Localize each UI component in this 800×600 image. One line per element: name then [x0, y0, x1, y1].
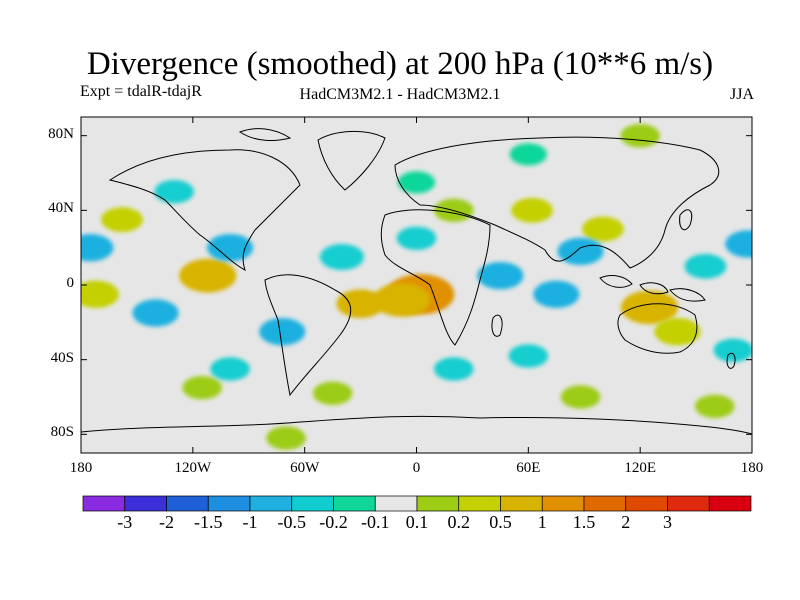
page-title: Divergence (smoothed) at 200 hPa (10**6 …: [86, 46, 714, 82]
colorbar-swatch: [333, 495, 376, 512]
colorbar-swatch: [166, 495, 209, 512]
experiment-label: Expt = tdalR-tdajR: [80, 83, 202, 100]
y-axis-ticks: [81, 135, 752, 435]
field-blob: [620, 290, 679, 325]
x-tick-label: 120W: [174, 460, 212, 476]
colorbar-swatch: [583, 495, 627, 512]
field-blob: [560, 385, 601, 409]
field-blob: [207, 233, 254, 262]
colorbar-swatch: [541, 495, 585, 512]
colorbar: [82, 495, 752, 512]
field-blob: [620, 123, 660, 148]
colorbar-label: 0.5: [489, 512, 512, 532]
field-blob: [312, 381, 353, 405]
colorbar-label: 3: [663, 512, 672, 532]
field-blob: [179, 258, 237, 293]
colorbar-swatch: [625, 495, 668, 512]
x-tick-label: 120E: [624, 460, 656, 476]
colorbar-swatch: [667, 495, 710, 512]
colorbar-label: 2: [621, 512, 631, 532]
field-blob: [725, 230, 752, 258]
field-blob: [511, 197, 553, 223]
colorbar-swatch: [708, 495, 752, 512]
colorbar-swatch: [416, 495, 460, 512]
field-blob: [396, 226, 437, 251]
x-tick-label: 0: [412, 460, 421, 476]
field-blob: [132, 299, 179, 327]
field-blob: [372, 283, 431, 317]
field-blob: [694, 394, 735, 419]
colorbar-swatch: [458, 495, 501, 512]
field-blob: [557, 237, 604, 266]
colorbar-label: 0.1: [405, 512, 429, 532]
colorbar-swatch: [374, 495, 418, 512]
y-tick-label: 40S: [50, 349, 74, 366]
colorbar-label: -0.5: [277, 512, 307, 532]
colorbar-swatch: [82, 495, 126, 512]
field-blob: [533, 280, 580, 309]
colorbar-label: 1: [537, 512, 547, 532]
field-blob: [319, 244, 364, 270]
x-tick-label: 60E: [516, 460, 541, 476]
x-tick-label: 60W: [290, 460, 320, 476]
y-tick-label: 80N: [48, 125, 74, 142]
field-blob: [81, 280, 120, 309]
field-blob: [477, 261, 524, 290]
field-blob: [397, 171, 436, 194]
field-blob: [433, 357, 474, 381]
field-blob: [713, 338, 752, 363]
field-blob: [654, 317, 701, 346]
field-blob: [182, 375, 222, 400]
field-blob: [259, 317, 306, 346]
colorbar-label: -1.5: [194, 512, 223, 532]
field-blob: [266, 426, 306, 450]
field-blob: [509, 143, 548, 166]
coastlines: [81, 128, 752, 435]
field-blob: [684, 253, 727, 279]
model-label: HadCM3M2.1 - HadCM3M2.1: [299, 86, 501, 103]
colorbar-swatch: [500, 495, 543, 512]
field-blob: [101, 207, 143, 233]
y-tick-label: 80S: [50, 424, 74, 441]
field-blob: [81, 233, 114, 262]
x-tick-label: 180: [740, 460, 764, 476]
colorbar-swatch: [291, 495, 334, 512]
colorbar-swatch: [124, 495, 167, 512]
colorbar-label: 0.2: [447, 512, 471, 532]
colorbar-label: 1.5: [572, 512, 596, 532]
colorbar-label: -1: [242, 512, 258, 532]
field-blob: [336, 289, 385, 318]
colorbar-label: -3: [117, 512, 133, 532]
field-blob: [581, 216, 624, 242]
colorbar-swatch: [207, 495, 251, 512]
y-tick-label: 40N: [48, 200, 74, 217]
season-label: JJA: [729, 86, 754, 103]
x-tick-label: 180: [69, 460, 93, 476]
x-axis-ticks: [80, 117, 753, 453]
colorbar-label: -0.1: [361, 512, 390, 532]
colorbar-swatch: [249, 495, 293, 512]
field-blob: [508, 344, 549, 368]
colorbar-label: -2: [159, 512, 174, 532]
colorbar-label: -0.2: [319, 512, 348, 532]
field-blob: [210, 357, 250, 381]
y-tick-label: 0: [66, 275, 75, 291]
field-blob: [154, 179, 194, 204]
